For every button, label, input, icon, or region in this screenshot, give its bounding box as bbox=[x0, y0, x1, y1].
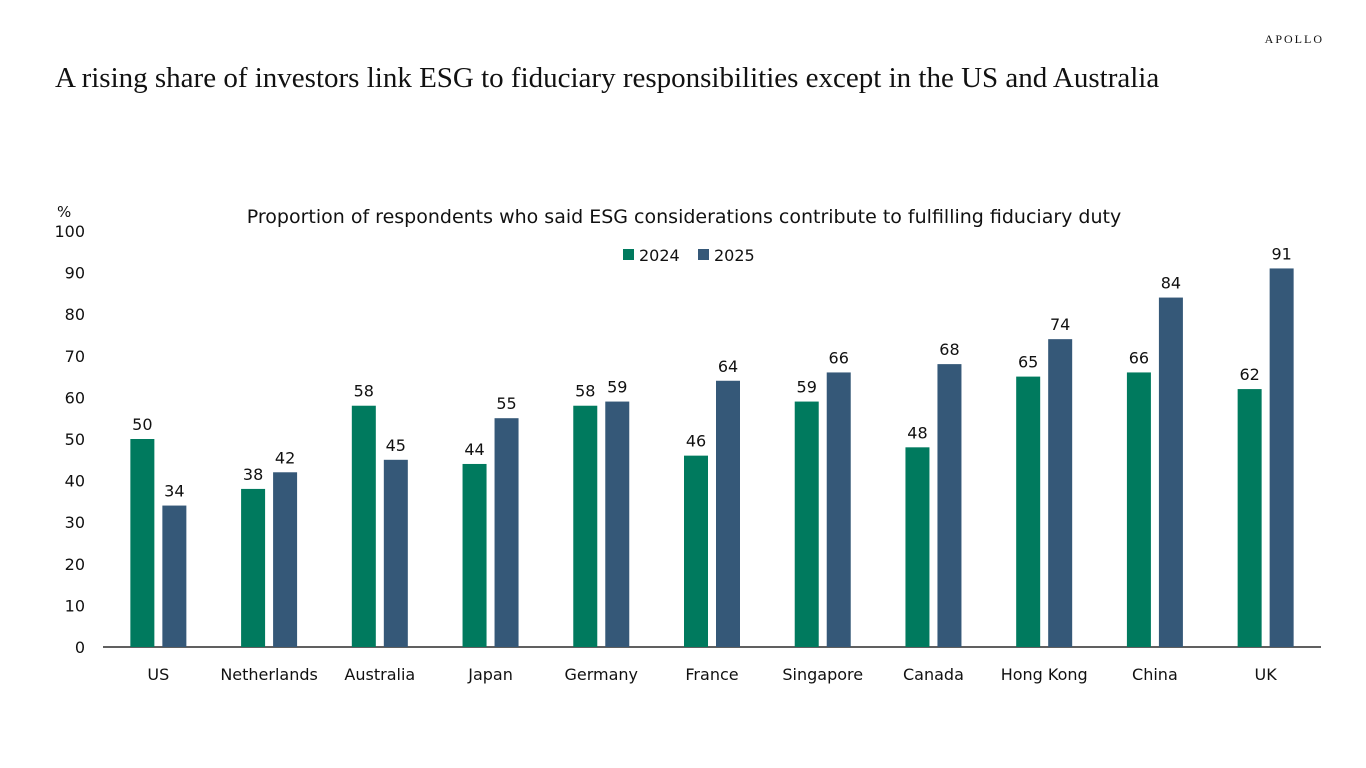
data-label: 42 bbox=[275, 448, 295, 467]
chart-title: Proportion of respondents who said ESG c… bbox=[247, 206, 1121, 228]
data-label: 84 bbox=[1161, 274, 1181, 293]
bar-2024-australia bbox=[351, 405, 376, 647]
legend-label: 2024 bbox=[639, 246, 680, 265]
data-label: 74 bbox=[1050, 315, 1070, 334]
bar-2025-france bbox=[716, 380, 740, 647]
data-label: 44 bbox=[464, 440, 484, 459]
y-tick-label: 0 bbox=[75, 638, 85, 657]
x-tick-label: Hong Kong bbox=[1001, 665, 1088, 684]
bar-2025-china bbox=[1158, 297, 1183, 647]
bar-2025-netherlands bbox=[273, 472, 298, 647]
data-label: 68 bbox=[939, 340, 959, 359]
data-label: 46 bbox=[686, 432, 706, 451]
apollo-logo: APOLLO bbox=[1264, 32, 1324, 46]
x-tick-label: Japan bbox=[467, 665, 513, 684]
bar-2024-uk bbox=[1237, 389, 1262, 647]
bar-2024-china bbox=[1126, 372, 1151, 647]
bar-2024-us bbox=[130, 439, 155, 647]
page-title: A rising share of investors link ESG to … bbox=[55, 62, 1160, 94]
bar-2024-netherlands bbox=[241, 488, 266, 647]
data-label: 58 bbox=[575, 382, 595, 401]
x-tick-label: Australia bbox=[344, 665, 415, 684]
x-tick-label: UK bbox=[1255, 665, 1278, 684]
y-tick-label: 30 bbox=[65, 513, 85, 532]
data-label: 50 bbox=[132, 415, 152, 434]
bar-2024-singapore bbox=[794, 401, 819, 647]
bar-2025-us bbox=[162, 505, 187, 647]
bar-2025-canada bbox=[937, 364, 962, 647]
data-label: 66 bbox=[829, 348, 849, 367]
bar-2024-france bbox=[684, 455, 708, 647]
data-label: 65 bbox=[1018, 353, 1038, 372]
bar-2025-japan bbox=[494, 418, 519, 647]
data-label: 59 bbox=[607, 378, 627, 397]
data-label: 64 bbox=[718, 357, 738, 376]
legend-swatch-2024 bbox=[623, 249, 634, 260]
bar-2025-uk bbox=[1269, 268, 1294, 647]
data-label: 48 bbox=[907, 423, 927, 442]
y-tick-label: 50 bbox=[65, 430, 85, 449]
y-tick-label: 80 bbox=[65, 305, 85, 324]
data-label: 91 bbox=[1271, 244, 1291, 263]
x-tick-label: Netherlands bbox=[220, 665, 318, 684]
data-label: 55 bbox=[496, 394, 516, 413]
y-tick-label: 20 bbox=[65, 555, 85, 574]
x-tick-label: Canada bbox=[903, 665, 964, 684]
bar-2024-germany bbox=[573, 405, 598, 647]
data-label: 62 bbox=[1239, 365, 1259, 384]
x-tick-label: Singapore bbox=[782, 665, 863, 684]
y-tick-label: 40 bbox=[65, 472, 85, 491]
bar-2025-hong-kong bbox=[1048, 339, 1073, 647]
data-label: 66 bbox=[1129, 348, 1149, 367]
data-label: 34 bbox=[164, 482, 184, 501]
data-label: 59 bbox=[797, 378, 817, 397]
legend-swatch-2025 bbox=[698, 249, 709, 260]
y-tick-label: 10 bbox=[65, 596, 85, 615]
x-tick-label: China bbox=[1132, 665, 1178, 684]
y-tick-label: 70 bbox=[65, 347, 85, 366]
legend-label: 2025 bbox=[714, 246, 755, 265]
x-tick-label: US bbox=[147, 665, 169, 684]
y-tick-label: 100 bbox=[54, 222, 85, 241]
data-label: 58 bbox=[354, 382, 374, 401]
bar-2025-germany bbox=[605, 401, 630, 647]
bar-2025-australia bbox=[383, 459, 408, 647]
x-tick-label: France bbox=[685, 665, 738, 684]
bar-2024-canada bbox=[905, 447, 930, 647]
y-tick-label: 60 bbox=[65, 388, 85, 407]
y-axis-label: % bbox=[57, 203, 71, 221]
bar-2025-singapore bbox=[826, 372, 851, 647]
y-tick-label: 90 bbox=[65, 264, 85, 283]
data-label: 38 bbox=[243, 465, 263, 484]
data-label: 45 bbox=[386, 436, 406, 455]
bar-2024-hong-kong bbox=[1016, 376, 1041, 647]
x-tick-label: Germany bbox=[564, 665, 638, 684]
bar-2024-japan bbox=[462, 463, 487, 647]
